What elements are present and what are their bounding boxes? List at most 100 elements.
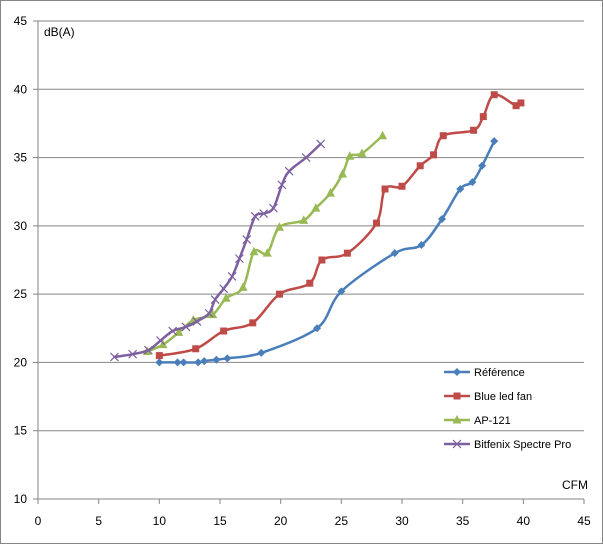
x-tick-label: 40	[517, 514, 531, 528]
data-point-reference	[417, 240, 426, 249]
data-point-bitfenix-spectre-pro	[210, 295, 220, 305]
data-point-reference	[173, 358, 182, 367]
data-point-ap-121	[338, 168, 348, 178]
data-point-blue-led-fan	[517, 99, 525, 107]
data-point-blue-led-fan	[249, 319, 257, 327]
data-point-blue-led-fan	[373, 219, 381, 227]
data-point-ap-121	[249, 246, 259, 256]
y-tick-labels: 10 15 20 25 30 35 40 45	[14, 14, 28, 506]
legend-label: Blue led fan	[474, 391, 532, 403]
data-point-blue-led-fan	[512, 102, 520, 110]
legend-swatch-marker	[453, 392, 461, 400]
data-point-bitfenix-spectre-pro	[110, 352, 119, 362]
data-point-blue-led-fan	[318, 256, 326, 264]
x-tick-label: 20	[274, 514, 288, 528]
series-bitfenix-spectre-pro	[110, 139, 326, 362]
x-tick-label: 0	[35, 514, 42, 528]
data-point-ap-121	[208, 309, 218, 319]
data-point-bitfenix-spectre-pro	[284, 166, 294, 176]
series-ap-121	[142, 130, 388, 356]
legend-item-ap-121: AP-121	[444, 415, 511, 427]
data-point-blue-led-fan	[306, 279, 314, 287]
data-point-reference	[313, 324, 322, 333]
series-line-ap-121	[145, 134, 384, 353]
data-point-bitfenix-spectre-pro	[204, 308, 214, 318]
data-point-ap-121	[311, 203, 321, 212]
data-point-reference	[468, 178, 477, 187]
data-point-bitfenix-spectre-pro	[242, 235, 252, 244]
data-point-blue-led-fan	[416, 162, 424, 170]
data-point-reference	[478, 161, 487, 170]
x-tick-label: 10	[153, 514, 167, 528]
data-point-ap-121	[221, 293, 231, 302]
axes	[33, 20, 585, 504]
legend-item-reference: Référence	[444, 367, 525, 379]
data-point-blue-led-fan	[430, 151, 438, 159]
data-point-ap-121	[274, 222, 284, 231]
y-tick-label: 35	[14, 151, 28, 165]
legend-label: Référence	[474, 367, 525, 379]
series-line-bitfenix-spectre-pro	[113, 142, 322, 359]
data-point-bitfenix-spectre-pro	[250, 211, 260, 221]
data-point-ap-121	[238, 282, 248, 291]
data-point-blue-led-fan	[220, 327, 228, 335]
data-point-reference	[257, 348, 266, 357]
data-point-blue-led-fan	[439, 132, 447, 140]
data-point-reference	[390, 249, 399, 258]
data-point-bitfenix-spectre-pro	[143, 345, 153, 355]
x-tick-label: 5	[95, 514, 102, 528]
series-line-reference	[158, 139, 496, 364]
legend-swatch-marker	[453, 368, 461, 376]
data-point-bitfenix-spectre-pro	[156, 336, 165, 346]
x-tick-label: 35	[456, 514, 470, 528]
data-point-blue-led-fan	[155, 352, 163, 360]
y-axis-label: dB(A)	[44, 25, 75, 39]
data-point-reference	[155, 358, 164, 367]
x-tick-label: 45	[577, 514, 591, 528]
x-tick-label: 25	[335, 514, 349, 528]
data-point-reference	[194, 358, 203, 367]
data-point-bitfenix-spectre-pro	[259, 209, 269, 218]
data-point-ap-121	[174, 327, 184, 336]
data-point-ap-121	[262, 248, 272, 257]
data-point-reference	[200, 357, 209, 366]
series-blue-led-fan	[155, 91, 525, 360]
y-tick-label: 10	[14, 492, 28, 506]
data-point-bitfenix-spectre-pro	[181, 322, 191, 332]
data-point-bitfenix-spectre-pro	[168, 326, 178, 336]
data-point-blue-led-fan	[479, 113, 487, 121]
data-point-reference	[456, 184, 465, 193]
data-point-bitfenix-spectre-pro	[192, 317, 202, 326]
data-point-blue-led-fan	[381, 185, 389, 193]
legend-swatch-marker	[452, 415, 462, 424]
data-point-reference	[438, 215, 447, 224]
gridlines	[38, 20, 584, 432]
y-tick-label: 40	[14, 82, 28, 96]
legend-swatch-marker	[452, 439, 462, 449]
legend-label: AP-121	[474, 415, 511, 427]
data-point-bitfenix-spectre-pro	[128, 349, 138, 359]
y-tick-label: 15	[14, 424, 28, 438]
data-point-ap-121	[299, 215, 309, 224]
x-tick-label: 30	[395, 514, 409, 528]
data-point-reference	[490, 137, 499, 146]
data-point-blue-led-fan	[275, 290, 283, 298]
data-point-ap-121	[158, 339, 168, 349]
series-layer	[110, 91, 525, 367]
y-tick-label: 30	[14, 219, 28, 233]
data-point-ap-121	[378, 130, 388, 140]
data-point-bitfenix-spectre-pro	[227, 271, 237, 281]
y-tick-label: 25	[14, 287, 28, 301]
x-tick-label: 15	[213, 514, 227, 528]
y-tick-label: 45	[14, 14, 28, 28]
legend: Référence Blue led fan AP-121 Bitfenix Spec…	[444, 367, 571, 451]
data-point-ap-121	[357, 148, 367, 157]
data-point-blue-led-fan	[398, 182, 406, 190]
data-point-bitfenix-spectre-pro	[219, 284, 229, 294]
data-point-ap-121	[325, 188, 335, 197]
legend-item-blue-led-fan: Blue led fan	[444, 391, 532, 403]
series-reference	[155, 137, 499, 367]
data-point-blue-led-fan	[490, 91, 498, 99]
data-point-reference	[223, 354, 232, 363]
